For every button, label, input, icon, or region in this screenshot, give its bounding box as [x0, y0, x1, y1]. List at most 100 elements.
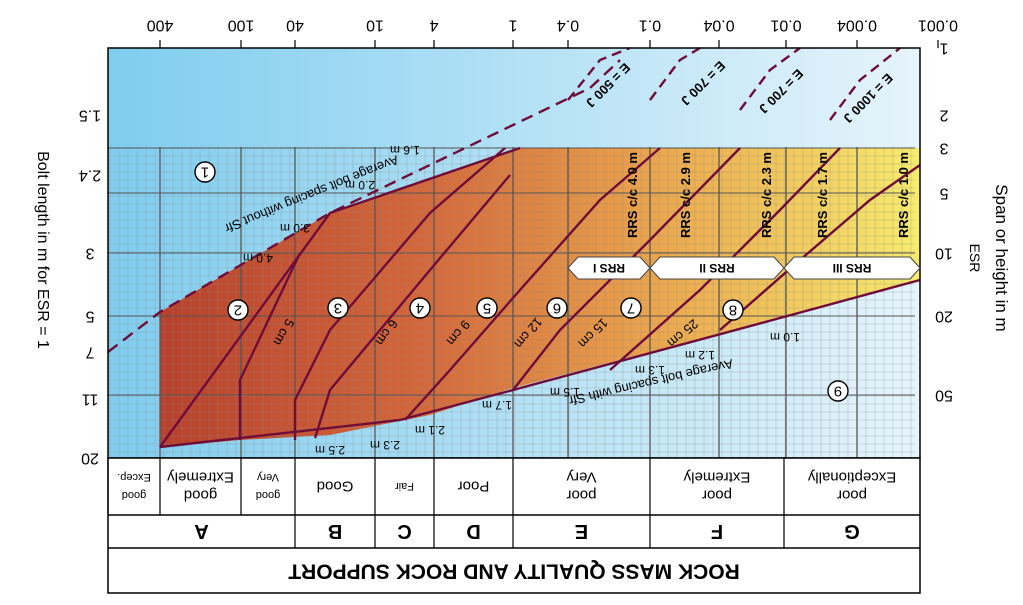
spacing-label-bottom: 2.3 m [370, 438, 400, 452]
bolt-tick-label: 2.4 [79, 167, 101, 184]
rrs-spacing-label: RRS c/c 1.0 m [896, 152, 911, 238]
spacing-label-bottom: 1.2 m [685, 348, 715, 362]
quality-label: Exceptionally [807, 469, 896, 486]
zone-number: 2 [234, 302, 242, 319]
spacing-label-top: 4.0 m [243, 251, 273, 265]
q-tick-label: 1 [508, 17, 517, 34]
diagram-title: ROCK MASS QUALITY AND ROCK SUPPORT [288, 560, 740, 583]
quality-label: Poor [458, 478, 490, 495]
quality-label: Fair [395, 480, 414, 492]
rrs-spacing-label: RRS c/c 1.7 m [815, 152, 830, 238]
curve-zone8-9 [719, 164, 921, 331]
spacing-label-top: 1.6 m [390, 143, 420, 157]
spacing-label-bottom: 1.3 m [635, 363, 665, 377]
rrs-arrow [567, 256, 651, 280]
span-tick-label: 3 [939, 140, 948, 157]
zone-number-circle [722, 299, 744, 321]
q-tick-label: 400 [147, 17, 174, 34]
q-tick-label: 10 [366, 17, 384, 34]
quality-label: Extremely [683, 469, 750, 486]
zone-number: 4 [416, 300, 424, 317]
zone-number: 1 [201, 164, 209, 181]
span-tick-label: 1 [939, 40, 948, 57]
bolt-tick-label: 7 [85, 344, 94, 361]
class-letter: G [844, 520, 860, 542]
q-tick-label: 0.01 [770, 17, 801, 34]
zone-number-circle [194, 161, 216, 183]
right-axis-subtitle: ESR [967, 244, 983, 273]
zone-number-circle [546, 297, 568, 319]
quality-label: Extremely [167, 469, 234, 486]
q-tick-label: 100 [228, 17, 255, 34]
bolt-tick-label: 1.5 [79, 107, 101, 124]
class-letter: E [575, 520, 588, 542]
class-letter: D [466, 520, 480, 542]
spacing-label-bottom: 1.5 m [550, 385, 580, 399]
rrs-spacing-label: RRS c/c 2.3 m [759, 152, 774, 238]
grid [108, 147, 915, 458]
rrs-spacing-label: RRS c/c 4.0 m [625, 152, 640, 238]
zone-number-circle [327, 297, 349, 319]
chart-body: 0.001 0.004 0.01 0.04 0.1 0.4 1 4 10 40 100 400 1 2 3 5… [34, 17, 1011, 594]
quality-label: poor [566, 487, 596, 504]
energy-curve-700b [739, 47, 801, 111]
rrs-spacing-label: RRS c/c 2.9 m [678, 152, 693, 238]
table-frame [107, 457, 921, 594]
span-tick-label: 5 [939, 185, 948, 202]
q-tick-label: 0.1 [639, 17, 661, 34]
quality-label: poor [837, 487, 867, 504]
zone-number-circle [227, 299, 249, 321]
q-tick-label: 0.4 [557, 17, 579, 34]
class-letter: B [328, 520, 342, 542]
class-letter: F [711, 520, 723, 542]
zone-number: 9 [834, 383, 842, 400]
q-tick-label: 40 [286, 17, 304, 34]
q-tick-label: 0.004 [837, 17, 877, 34]
bolt-tick-label: 3 [85, 245, 94, 262]
bolt-tick-label: 20 [81, 450, 99, 467]
zone-number: 7 [627, 300, 635, 317]
bolt-tick-label: 11 [82, 391, 99, 408]
span-tick-label: 50 [935, 387, 953, 404]
spacing-label-top: 2.0 m [345, 178, 375, 192]
quality-label: Excep. [117, 471, 151, 483]
curve-upper-dashed [107, 59, 621, 353]
zone-number: 6 [553, 300, 561, 317]
zone-number-circle [827, 380, 849, 402]
curve-zone3-4 [293, 147, 506, 440]
curve-zone5-6 [404, 147, 661, 421]
energy-curve-700a [649, 46, 701, 101]
quality-label: poor [702, 487, 732, 504]
curve-zone2-3 [238, 252, 302, 440]
zone-number: 8 [729, 302, 737, 319]
q-tick-label: 4 [429, 17, 438, 34]
rrs-arrow-label: RRS II [699, 261, 734, 275]
class-letter: A [194, 520, 208, 542]
energy-curve-1000 [829, 47, 901, 121]
curve-boundary-top [159, 146, 521, 448]
zone-number-circle [620, 297, 642, 319]
quality-label: good [184, 487, 217, 504]
bolt-tick-label: 5 [85, 308, 94, 325]
zone-number-circle [476, 297, 498, 319]
left-axis-title: Bolt length in m for ESR = 1 [34, 151, 51, 349]
energy-curve-500 [567, 46, 631, 101]
curve-zone4-5 [313, 174, 511, 439]
curve-zone6-7 [512, 147, 741, 391]
q-tick-label: 0.04 [703, 17, 734, 34]
spacing-label-top: 3.0 m [280, 221, 310, 235]
rrs-arrow-label: RRS I [593, 261, 625, 275]
right-axis-title: Span or height in m [992, 184, 1011, 331]
span-tick-label: 2 [939, 107, 948, 124]
curve-boundary-bottom [159, 278, 921, 449]
zone-number: 5 [483, 300, 491, 317]
rrs-arrow-label: RRS III [833, 261, 872, 275]
class-letter: C [397, 520, 411, 542]
quality-label: Very [256, 471, 279, 483]
spacing-label-bottom: 2.5 m [315, 443, 345, 457]
spacing-label-bottom: 1.7 m [482, 398, 512, 412]
span-tick-label: 20 [935, 308, 953, 325]
quality-label: Good [317, 478, 354, 495]
zone-number-circle [409, 297, 431, 319]
quality-label: Very [566, 469, 597, 486]
